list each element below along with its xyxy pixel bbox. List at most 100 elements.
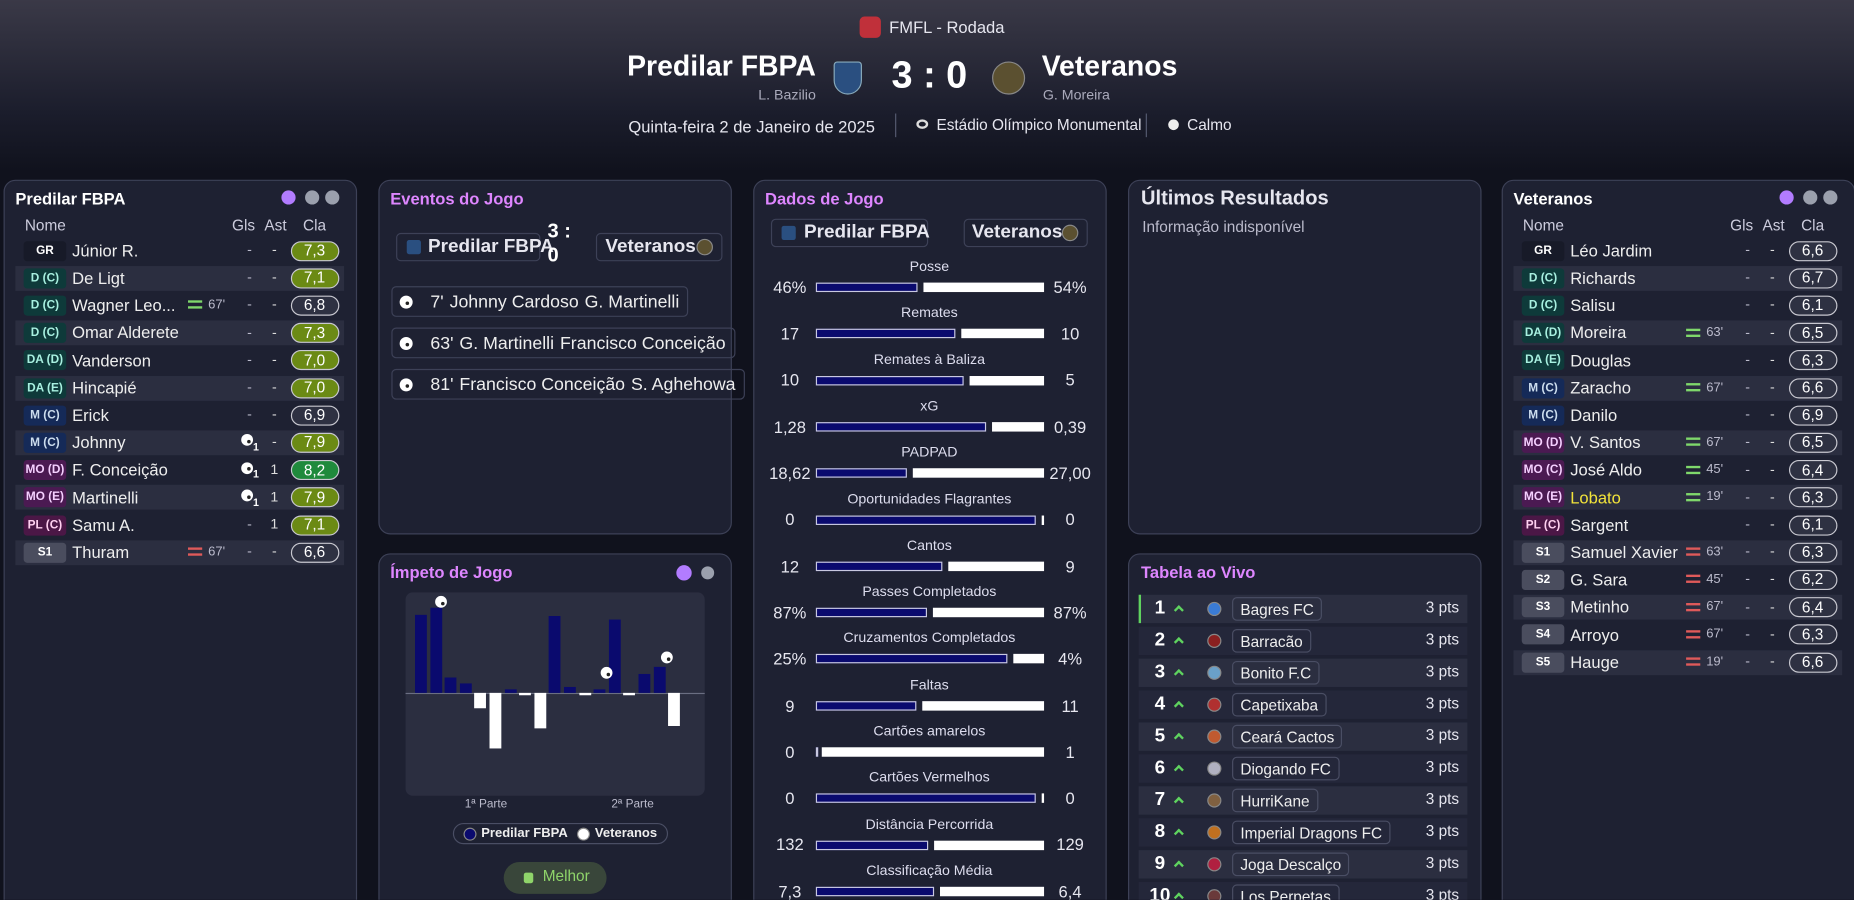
row-band [1138,594,1468,624]
stat-name: Classificação Média [866,861,993,879]
points: 3 pts [1425,726,1460,745]
points: 3 pts [1425,790,1460,809]
row-band [1138,786,1468,815]
player-name: Thuram [72,542,130,562]
table-position: 8 [1154,821,1166,842]
stadium: Estádio Olímpico Monumental [936,116,1142,135]
position-badge: DA (E) [1521,350,1565,371]
player-name: Wagner Leo... [72,295,176,315]
table-position: 3 [1154,661,1166,682]
player-name: Vanderson [72,350,151,370]
rating: 6,6 [1801,652,1824,671]
stat-bar-home [815,561,943,571]
stat-name: Passes Completados [862,583,997,600]
panel-title: Eventos do Jogo [390,189,524,208]
goals: - [247,323,252,341]
rating-pill: 6,3 [1788,542,1838,563]
stat-away: 27,00 [1049,463,1091,483]
goals: - [1745,542,1750,560]
table-position: 10 [1149,885,1171,900]
points: 3 pts [1425,758,1460,777]
goals: - [1745,268,1750,286]
legend: Predilar FBPA Veteranos [452,822,668,845]
event-row: 7' Johnny Cardoso G. Martinelli [391,286,689,317]
sub-arrow [1686,575,1701,578]
sub-minute: 67' [1706,627,1724,642]
ball-patch [405,301,409,305]
goals: 1 [253,496,259,508]
event-row: 81' Francisco Conceição S. Aghehowa [391,368,745,400]
player-name: Júnior R. [72,241,139,260]
assists: - [1770,542,1775,560]
stat-bar-home [815,375,965,385]
team-logo [1207,761,1222,776]
goals: - [1745,433,1750,450]
stat-away: 0,39 [1053,417,1087,437]
points: 3 pts [1425,822,1460,841]
ball-patch [246,440,251,444]
player-name: Martinelli [72,487,139,507]
goals: - [1745,405,1750,423]
position: PL (C) [1525,518,1561,532]
event-minute: 81' [430,374,454,395]
assists: 1 [270,460,279,478]
table-position: 2 [1154,629,1166,650]
position-badge: S3 [1521,597,1565,618]
stat-bar-home [815,700,916,711]
stat-home: 1,28 [773,417,806,437]
assists: 1 [270,488,279,505]
stat-away: 5 [1065,370,1075,390]
team-pill: Los Perpetas [1232,884,1340,900]
stat-name: Cantos [906,536,952,554]
position-badge: MO (D) [23,460,67,481]
event-scorer: G. Martinelli [459,332,555,353]
rating-pill: 6,6 [1788,377,1838,398]
stat-bar-home [815,421,987,432]
stat-bar-home [815,468,907,478]
button[interactable]: Melhor [503,861,607,894]
position-badge: M (C) [1521,377,1565,398]
stat-bar-away [821,747,1045,757]
position-badge: DA (E) [23,377,67,398]
view-dot [701,566,715,580]
rating: 7,9 [303,488,326,506]
rating: 7,0 [303,350,326,369]
goals: - [247,268,252,286]
score: 3 : 0 [891,53,968,97]
stat-bar-home [815,607,928,618]
momentum-bar [549,616,561,693]
team-pill: Barracão [1232,629,1311,653]
half-label: 2ª Parte [611,798,654,812]
table-position: 6 [1154,757,1166,778]
rating-pill: 7,3 [290,240,340,261]
sub-arrow [1686,629,1701,633]
ball-patch [246,494,251,499]
rating-pill: 6,3 [1788,624,1838,645]
momentum-bar [444,677,457,693]
assists: - [271,542,277,560]
row-band [1513,649,1843,675]
assists: - [1770,350,1775,368]
column-header: Cla [1801,216,1825,235]
stat-away: 9 [1065,556,1075,576]
player-name: Danilo [1570,405,1618,425]
stat-home: 12 [780,556,800,576]
rating-pill: 6,6 [290,542,340,563]
goals: - [247,542,252,560]
sub-minute: 67' [208,544,226,560]
panel [1128,179,1482,535]
rating: 6,8 [303,296,326,314]
team-logo [992,61,1026,95]
position-badge: M (C) [23,405,67,426]
view-dot [676,565,692,581]
ball-patch [246,467,251,472]
stat-away: 10 [1060,324,1080,344]
row-band [15,485,345,510]
position-badge: GR [1521,240,1565,261]
table-position: 5 [1154,725,1166,746]
rating-pill: 7,1 [290,514,340,536]
position-badge: D (C) [23,322,67,344]
sub-minute: 63' [1706,325,1724,340]
stat-bar-away [948,561,1045,571]
position: S5 [1535,655,1551,669]
